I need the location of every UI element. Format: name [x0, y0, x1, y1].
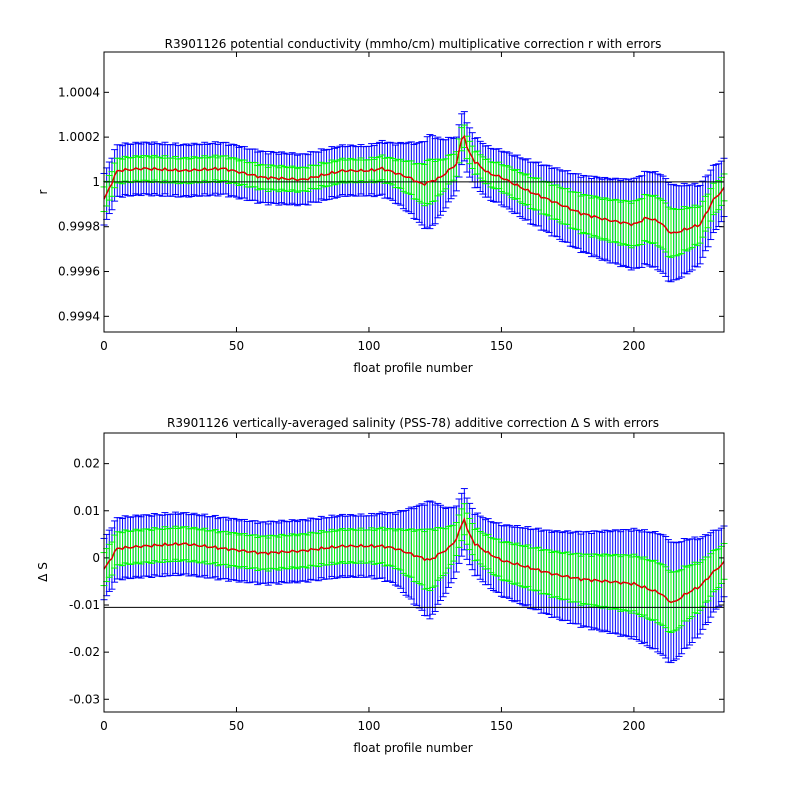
series-layer [100, 488, 728, 664]
y-tick-label: 1 [92, 175, 100, 189]
y-tick-label: 1.0004 [58, 85, 100, 99]
correction-line [103, 134, 725, 235]
plot-frame [103, 51, 725, 333]
y-tick-label: -0.01 [69, 598, 100, 612]
chart-title: R3901126 vertically-averaged salinity (P… [167, 416, 659, 430]
x-tick-label: 200 [622, 339, 645, 353]
y-axis-label: r [36, 189, 50, 194]
x-tick-label: 150 [490, 339, 513, 353]
correction-line [103, 517, 725, 604]
x-tick-label: 200 [622, 719, 645, 733]
y-tick-label: 0.9996 [58, 265, 100, 279]
x-tick-label: 0 [100, 339, 108, 353]
y-axis-label: Δ S [36, 562, 50, 582]
x-axis-label: float profile number [353, 361, 472, 375]
series-layer [100, 111, 728, 283]
y-tick-label: 0.9998 [58, 220, 100, 234]
x-tick-label: 0 [100, 719, 108, 733]
x-tick-label: 50 [229, 719, 244, 733]
x-tick-label: 150 [490, 719, 513, 733]
y-tick-label: 1.0002 [58, 130, 100, 144]
panel-conductivity-correction: R3901126 potential conductivity (mmho/cm… [36, 37, 728, 375]
y-tick-label: 0.9994 [58, 309, 100, 323]
y-tick-label: 0.01 [73, 504, 100, 518]
x-tick-label: 50 [229, 339, 244, 353]
y-tick-label: 0 [92, 551, 100, 565]
x-tick-label: 100 [358, 339, 381, 353]
y-tick-label: 0.02 [73, 457, 100, 471]
panel-salinity-correction: R3901126 vertically-averaged salinity (P… [36, 416, 728, 755]
y-tick-label: -0.02 [69, 645, 100, 659]
y-tick-label: -0.03 [69, 692, 100, 706]
plot-frame [103, 432, 725, 713]
x-tick-label: 100 [358, 719, 381, 733]
x-axis-label: float profile number [353, 741, 472, 755]
tick-layer: 0 50 100 150 200 -0.03 -0.02 -0.01 0 0.01 0.02 [69, 433, 724, 733]
chart-title: R3901126 potential conductivity (mmho/cm… [165, 37, 662, 51]
tick-layer: 0 50 100 150 200 0.9994 0.9996 0.9998 1 1.0002 1.0… [58, 52, 724, 353]
